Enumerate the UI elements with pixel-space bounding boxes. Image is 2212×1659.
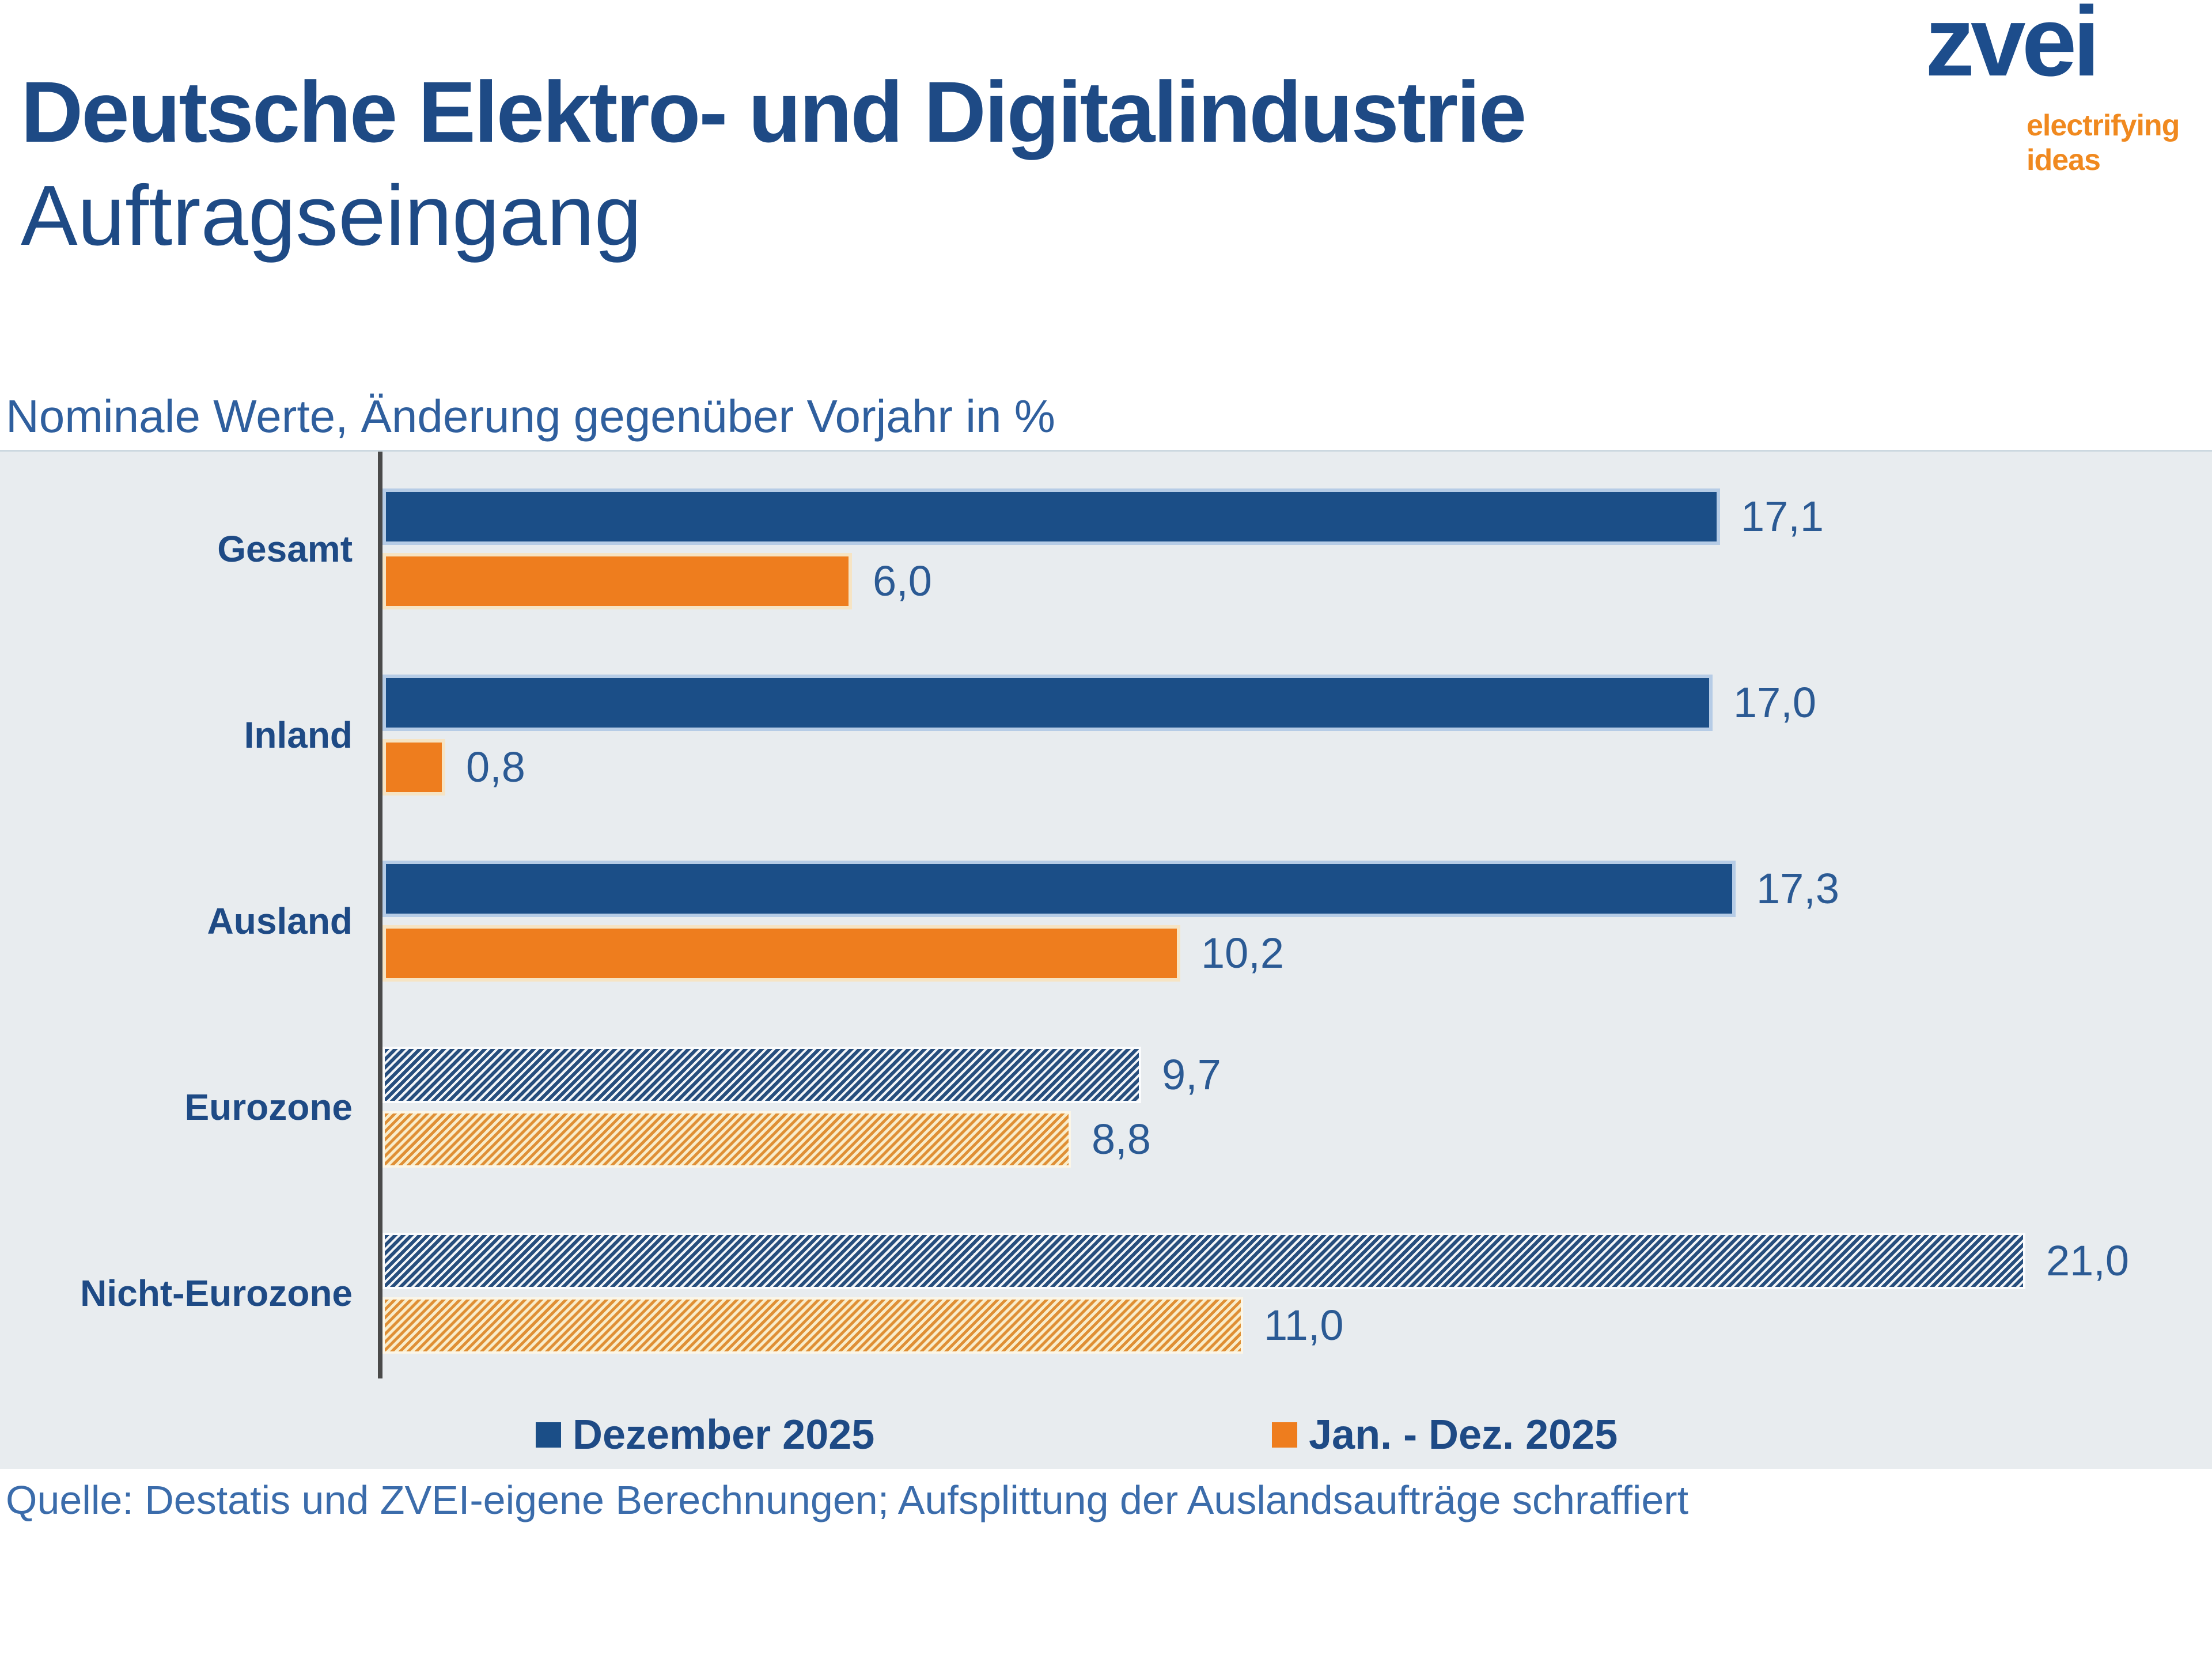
category-label-inland: Inland: [244, 714, 353, 756]
legend-label-dezember-2025: Dezember 2025: [573, 1412, 875, 1458]
category-label-gesamt: Gesamt: [217, 528, 353, 570]
zvei-logo-tagline: electrifying ideas: [2027, 108, 2180, 177]
source-note: Quelle: Destatis und ZVEI-eigene Berechn…: [6, 1478, 1689, 1522]
value-label-jan-dez-2025-inland: 0,8: [466, 743, 525, 791]
bar-chart-area: Dezember 2025 Jan. - Dez. 2025 Gesamt 17,…: [0, 450, 2212, 1469]
category-label-nicht-eurozone: Nicht-Eurozone: [80, 1272, 353, 1314]
y-axis-line: [378, 452, 382, 1378]
bar-dezember-2025-eurozone: [382, 1047, 1141, 1103]
value-label-jan-dez-2025-gesamt: 6,0: [873, 557, 932, 605]
bar-dezember-2025-gesamt: [382, 488, 1720, 545]
bar-jan-dez-2025-ausland: [382, 925, 1180, 982]
value-label-dezember-2025-gesamt: 17,1: [1741, 493, 1824, 540]
value-label-jan-dez-2025-ausland: 10,2: [1201, 929, 1285, 977]
category-label-ausland: Ausland: [207, 900, 353, 942]
zvei-logo-tagline-line2: ideas: [2027, 143, 2101, 177]
bar-dezember-2025-ausland: [382, 861, 1736, 917]
value-label-dezember-2025-eurozone: 9,7: [1162, 1051, 1221, 1099]
value-label-dezember-2025-nicht-eurozone: 21,0: [2046, 1237, 2130, 1285]
zvei-logo: zvei electrifying ideas: [1918, 0, 2206, 196]
zvei-logo-wordmark: zvei: [1925, 0, 2100, 97]
bar-dezember-2025-nicht-eurozone: [382, 1233, 2025, 1289]
legend-label-jan-dez-2025: Jan. - Dez. 2025: [1309, 1412, 1618, 1458]
page-subtitle-heading: Auftragseingang: [21, 168, 642, 263]
zvei-logo-tagline-line1: electrifying: [2027, 109, 2180, 142]
legend-swatch-blue-icon: [536, 1422, 561, 1448]
bar-jan-dez-2025-eurozone: [382, 1111, 1071, 1168]
value-label-jan-dez-2025-eurozone: 8,8: [1092, 1115, 1151, 1163]
bar-jan-dez-2025-gesamt: [382, 553, 852, 609]
chart-subtitle: Nominale Werte, Änderung gegenüber Vorja…: [6, 391, 1055, 442]
value-label-jan-dez-2025-nicht-eurozone: 11,0: [1264, 1301, 1344, 1349]
page-title: Deutsche Elektro- und Digitalindustrie: [21, 63, 1527, 160]
value-label-dezember-2025-ausland: 17,3: [1756, 865, 1840, 912]
legend-item-dezember-2025: Dezember 2025: [536, 1409, 874, 1461]
bar-dezember-2025-inland: [382, 675, 1713, 731]
bar-jan-dez-2025-nicht-eurozone: [382, 1297, 1243, 1354]
legend-item-jan-dez-2025: Jan. - Dez. 2025: [1272, 1409, 1618, 1461]
category-label-eurozone: Eurozone: [184, 1086, 353, 1128]
value-label-dezember-2025-inland: 17,0: [1733, 679, 1817, 726]
bar-jan-dez-2025-inland: [382, 739, 445, 796]
legend-swatch-orange-icon: [1272, 1422, 1297, 1448]
